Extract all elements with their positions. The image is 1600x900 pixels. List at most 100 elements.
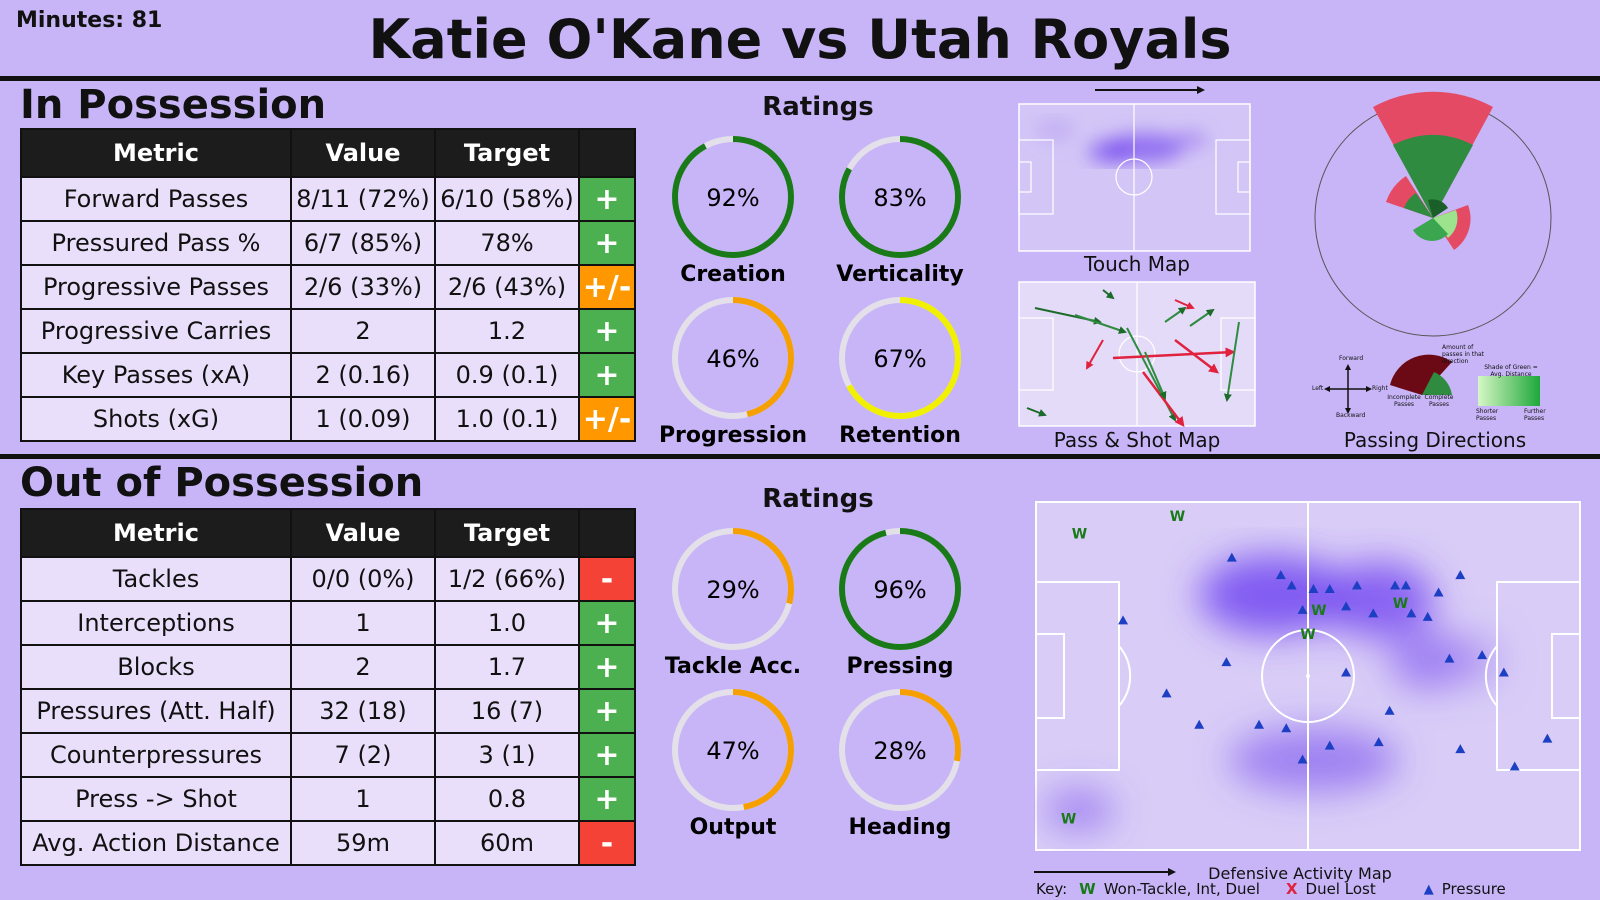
legend-complete: Complete Passes [1424,394,1454,408]
legend-right: Right [1372,385,1388,392]
value-cell: 1 [290,776,436,822]
pressure-mark [1373,737,1384,747]
table-row: Pressured Pass % 6/7 (85%) 78% + [20,220,636,266]
pressure-mark [1341,601,1352,611]
header-value: Value [290,508,436,558]
gauge-arc [839,297,961,419]
gauge-label: Output [690,815,777,840]
header-metric: Metric [20,508,292,558]
target-cell: 6/10 (58%) [434,176,580,222]
value-cell: 2 [290,308,436,354]
header-target: Target [434,508,580,558]
table-row: Progressive Passes 2/6 (33%) 2/6 (43%) +/- [20,264,636,310]
metric-cell: Tackles [20,556,292,602]
map-key: Key: W Won-Tackle, Int, Duel X Duel Lost… [1036,880,1506,898]
target-cell: 1.2 [434,308,580,354]
flag-badge: + [578,644,636,690]
pressure-mark [1324,740,1335,750]
header-metric: Metric [20,128,292,178]
key-won-symbol: W [1079,880,1096,898]
legend-shorter: Shorter Passes [1476,408,1499,422]
gauge-label: Verticality [836,262,963,287]
gauge-arc [672,136,794,258]
ip-ratings-gauges: 92% Creation 83% Verticality 46% Progression 6… [659,136,964,448]
flag-badge: + [578,352,636,398]
header-flag [578,128,636,178]
flag-badge: + [578,308,636,354]
metric-cell: Press -> Shot [20,776,292,822]
target-cell: 16 (7) [434,688,580,734]
legend-shade: Shade of Green = Avg. Distance [1484,364,1538,378]
pressure-mark [1297,604,1308,614]
pressure-mark [1368,608,1379,618]
target-cell: 0.8 [434,776,580,822]
table-row: Forward Passes 8/11 (72%) 6/10 (58%) + [20,176,636,222]
gauge-arc [672,297,794,419]
gauge-label: Heading [849,815,952,840]
flag-badge: + [578,688,636,734]
gauge-value: 92% [706,184,759,212]
pressure-mark [1433,587,1444,597]
pressure-mark [1281,723,1292,733]
gauge-label: Progression [659,423,807,448]
value-cell: 7 (2) [290,732,436,778]
flag-badge: - [578,556,636,602]
pass-map-label: Pass & Shot Map [1053,428,1221,452]
target-cell: 3 (1) [434,732,580,778]
pressure-mark [1308,584,1319,593]
key-pressure-label: Pressure [1441,880,1506,898]
won-mark: W [1300,627,1315,643]
metric-cell: Key Passes (xA) [20,352,292,398]
header-target: Target [434,128,580,178]
pressure-mark [1400,580,1411,590]
flag-badge: +/- [578,264,636,310]
metric-cell: Avg. Action Distance [20,820,292,866]
target-cell: 60m [434,820,580,866]
op-ratings-gauges: 29% Tackle Acc. 96% Pressing 47% Output 28% Hea… [665,528,961,840]
value-cell: 0/0 (0%) [290,556,436,602]
pressure-mark [1226,552,1237,562]
pressure-mark [1384,705,1395,715]
touch-heat [1035,118,1208,164]
target-cell: 2/6 (43%) [434,264,580,310]
table-row: Progressive Carries 2 1.2 + [20,308,636,354]
page-title: Katie O'Kane vs Utah Royals [368,8,1232,71]
forward-complete-wedge [1393,134,1473,218]
touch-pitch-lines [1018,104,1251,251]
key-lost-symbol: X [1285,880,1298,898]
flag-badge: + [578,776,636,822]
flag-badge: + [578,600,636,646]
flag-badge: + [578,220,636,266]
pressure-mark [1118,615,1129,625]
value-cell: 2 [290,644,436,690]
value-cell: 2/6 (33%) [290,264,436,310]
in-possession-table: Metric Value Target Forward Passes 8/11 (… [20,128,636,442]
pressure-mark [1324,584,1335,593]
pressure-mark [1194,719,1205,729]
target-cell: 1.0 (0.1) [434,396,580,442]
legend-forward: Forward [1339,355,1364,362]
gauge-value: 67% [873,345,926,373]
value-cell: 32 (18) [290,688,436,734]
passing-directions-label: Passing Directions [1343,428,1527,452]
gauge-value: 28% [873,737,926,765]
legend-further: Further Passes [1524,408,1546,422]
value-cell: 6/7 (85%) [290,220,436,266]
center-wedge [1428,199,1448,218]
gauge-arc [839,528,961,650]
op-ratings-title: Ratings [762,484,874,514]
metric-cell: Shots (xG) [20,396,292,442]
won-mark: W [1311,603,1326,619]
def-pitch-lines [1035,502,1581,850]
pressure-mark [1275,570,1286,580]
gauge-arc [839,136,961,258]
pressure-triangle-icon: ▲ [1423,881,1434,897]
gauge-arc [672,689,794,811]
pass-pitch-lines [1018,282,1256,426]
ip-ratings-title: Ratings [762,92,874,122]
gauge-arc [672,528,794,650]
won-mark: W [1393,596,1408,612]
gauge-value: 96% [873,576,926,604]
target-cell: 1/2 (66%) [434,556,580,602]
